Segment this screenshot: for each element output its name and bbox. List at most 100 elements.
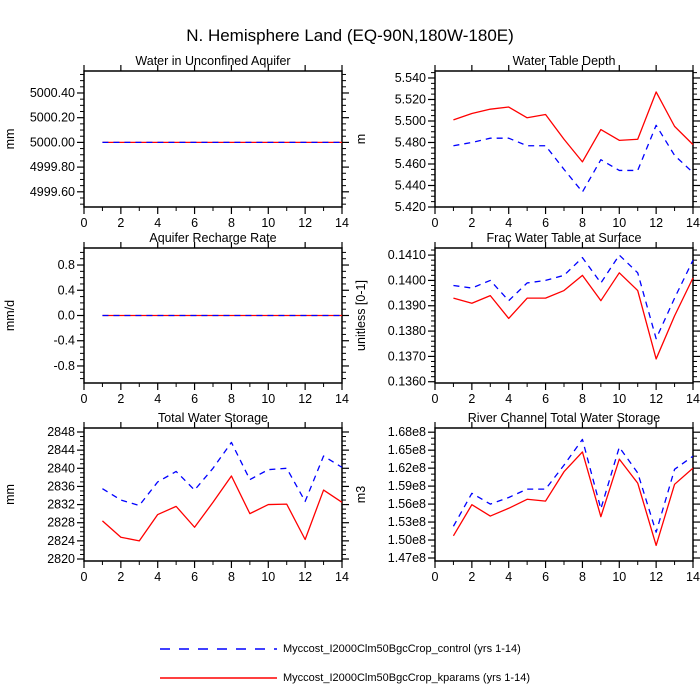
y-axis-label: unitless [0-1] xyxy=(354,280,368,351)
y-tick-label: 0.8 xyxy=(58,258,75,272)
y-tick-label: 1.62e8 xyxy=(388,461,426,475)
x-tick-label: 2 xyxy=(468,392,475,406)
series-line-kparams xyxy=(453,91,694,163)
series-line-control xyxy=(453,124,694,193)
legend-item-kparams: Myccost_I2000Clm50BgcCrop_kparams (yrs 1… xyxy=(160,671,530,684)
plot-frame xyxy=(434,70,694,208)
y-tick-label: 1.65e8 xyxy=(388,443,426,457)
x-tick-label: 2 xyxy=(117,570,124,584)
x-tick-label: 10 xyxy=(261,570,275,584)
y-tick-label: 1.53e8 xyxy=(388,515,426,529)
series-line-control xyxy=(452,438,694,533)
x-tick-label: 14 xyxy=(686,570,700,584)
x-tick-label: 6 xyxy=(191,392,198,406)
x-tick-label: 8 xyxy=(579,392,586,406)
y-tick-label: 5.540 xyxy=(395,71,426,85)
x-tick-label: 14 xyxy=(335,216,349,230)
panel-frac-water-table-at-surface: Frac Water Table at Surface unitless [0-1… xyxy=(354,231,700,406)
panel-title: River Channel Total Water Storage xyxy=(468,411,661,425)
y-tick-label: 1.47e8 xyxy=(388,551,426,565)
x-tick-label: 8 xyxy=(228,392,235,406)
x-tick-label: 2 xyxy=(468,216,475,230)
x-tick-label: 8 xyxy=(579,570,586,584)
y-axis-label: mm xyxy=(3,484,17,505)
x-tick-label: 2 xyxy=(117,392,124,406)
x-tick-label: 6 xyxy=(542,216,549,230)
x-tick-label: 0 xyxy=(81,216,88,230)
legend-item-control: Myccost_I2000Clm50BgcCrop_control (yrs 1… xyxy=(160,642,530,655)
panel-water-table-depth: Water Table Depth m 5.420 5.440 5.460 5.480 5.… xyxy=(354,54,700,230)
x-tick-label: 12 xyxy=(649,392,663,406)
plot-frame xyxy=(83,70,343,208)
y-tick-label: 5.500 xyxy=(395,114,426,128)
y-tick-label: 4999.60 xyxy=(30,185,75,199)
plot-frame xyxy=(434,247,694,384)
x-tick-label: 10 xyxy=(261,216,275,230)
y-tick-label: 2848 xyxy=(47,425,75,439)
x-tick-label: 12 xyxy=(649,216,663,230)
y-tick-label: 5.460 xyxy=(395,157,426,171)
y-tick-label: 0.4 xyxy=(58,283,75,297)
panel-title: Frac Water Table at Surface xyxy=(487,231,642,245)
y-tick-label: -0.4 xyxy=(53,334,75,348)
series-line-control xyxy=(102,441,343,507)
y-tick-label: 5.480 xyxy=(395,135,426,149)
y-tick-label: 2840 xyxy=(47,461,75,475)
x-tick-label: 2 xyxy=(117,216,124,230)
panel-title: Water Table Depth xyxy=(513,54,616,68)
y-tick-label: 0.1400 xyxy=(388,273,426,287)
x-tick-label: 4 xyxy=(505,392,512,406)
legend-label-control: Myccost_I2000Clm50BgcCrop_control (yrs 1… xyxy=(283,642,521,655)
x-tick-label: 0 xyxy=(81,392,88,406)
y-tick-label: -0.8 xyxy=(53,359,75,373)
y-tick-label: 1.59e8 xyxy=(388,479,426,493)
x-tick-label: 12 xyxy=(298,570,312,584)
y-tick-label: 5000.40 xyxy=(30,86,75,100)
y-tick-label: 0.1410 xyxy=(388,248,426,262)
legend-line-control-swatch xyxy=(160,647,277,650)
x-tick-label: 6 xyxy=(191,216,198,230)
series-line-kparams xyxy=(101,475,343,542)
x-tick-label: 4 xyxy=(154,216,161,230)
y-tick-label: 0.1370 xyxy=(388,349,426,363)
y-axis-label: mm/d xyxy=(3,300,17,331)
x-tick-label: 4 xyxy=(505,570,512,584)
y-tick-label: 5.420 xyxy=(395,200,426,214)
main-title: N. Hemisphere Land (EQ-90N,180W-180E) xyxy=(186,26,514,45)
x-tick-label: 14 xyxy=(335,392,349,406)
series-line-kparams xyxy=(453,272,694,360)
y-tick-label: 4999.80 xyxy=(30,160,75,174)
panel-title: Total Water Storage xyxy=(158,411,268,425)
x-tick-label: 0 xyxy=(81,570,88,584)
x-tick-label: 12 xyxy=(298,216,312,230)
x-tick-label: 8 xyxy=(228,216,235,230)
y-axis-label: m3 xyxy=(354,486,368,503)
legend-label-kparams: Myccost_I2000Clm50BgcCrop_kparams (yrs 1… xyxy=(283,671,530,684)
x-tick-label: 10 xyxy=(612,392,626,406)
x-tick-label: 14 xyxy=(686,392,700,406)
panel-water-in-unconfined-aquifer: Water in Unconfined Aquifer mm 4999.60 4999… xyxy=(3,54,349,230)
y-tick-label: 2820 xyxy=(47,552,75,566)
x-tick-label: 0 xyxy=(432,392,439,406)
x-tick-label: 6 xyxy=(191,570,198,584)
x-tick-label: 0 xyxy=(432,216,439,230)
x-tick-label: 12 xyxy=(298,392,312,406)
plot-frame xyxy=(83,427,343,562)
y-tick-label: 2832 xyxy=(47,498,75,512)
y-axis-label: m xyxy=(354,134,368,144)
y-tick-label: 2828 xyxy=(47,516,75,530)
y-tick-label: 5000.00 xyxy=(30,135,75,149)
y-tick-label: 0.0 xyxy=(58,309,75,323)
x-tick-label: 12 xyxy=(649,570,663,584)
y-tick-label: 2824 xyxy=(47,534,75,548)
x-tick-label: 4 xyxy=(154,392,161,406)
y-tick-label: 0.1360 xyxy=(388,375,426,389)
x-tick-label: 4 xyxy=(154,570,161,584)
y-tick-label: 2844 xyxy=(47,443,75,457)
y-tick-label: 1.68e8 xyxy=(388,425,426,439)
y-tick-label: 0.1390 xyxy=(388,299,426,313)
series-line-control xyxy=(453,254,694,340)
x-tick-label: 8 xyxy=(228,570,235,584)
